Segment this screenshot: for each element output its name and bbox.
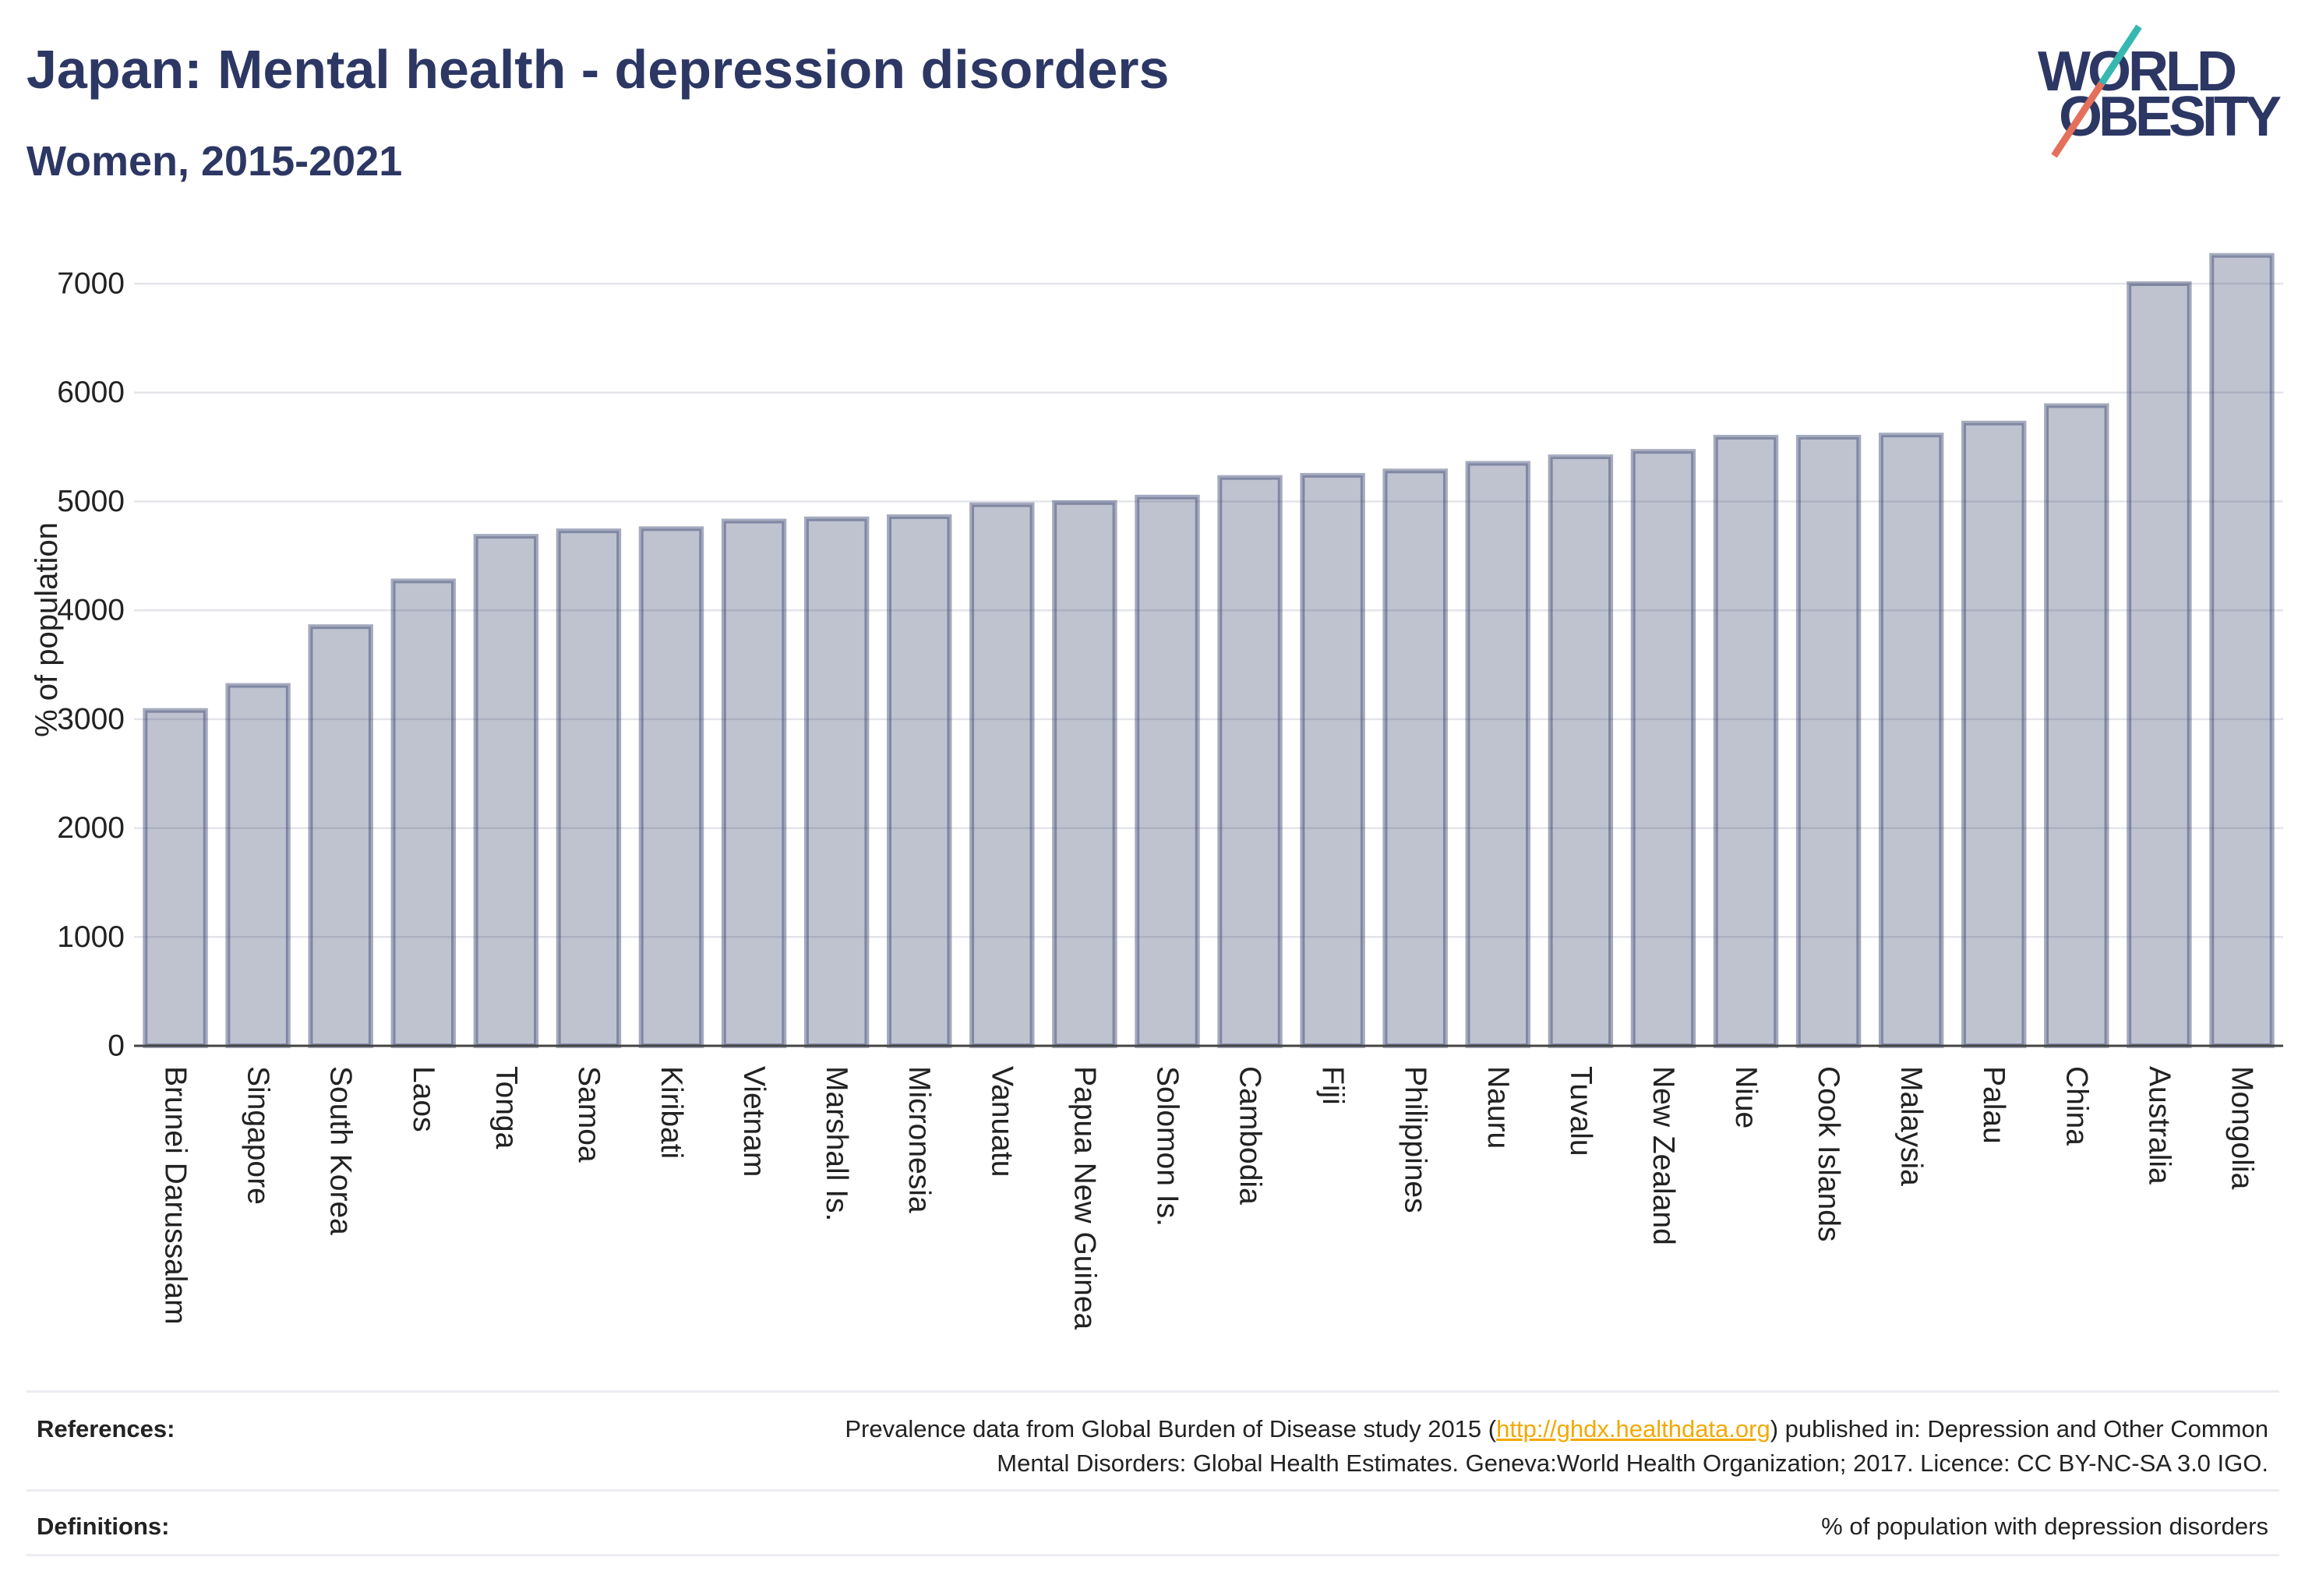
- bar-cambodia: [1217, 475, 1283, 1048]
- references-text: Prevalence data from Global Burden of Di…: [845, 1412, 2268, 1481]
- bar-kiribati: [638, 526, 704, 1048]
- logo-word-world: WORLD: [2038, 41, 2237, 103]
- x-tick-label-brunei-darussalam: Brunei Darussalam: [159, 1066, 192, 1325]
- x-tick-label-niue: Niue: [1729, 1066, 1763, 1128]
- x-tick-label-tonga: Tonga: [489, 1066, 523, 1149]
- x-tick-label-fiji: Fiji: [1316, 1066, 1350, 1105]
- footer-divider-top: [26, 1390, 2279, 1393]
- y-tick-label-4000: 4000: [57, 594, 125, 627]
- x-tick-label-cambodia: Cambodia: [1234, 1066, 1267, 1205]
- y-tick-labels: 0 1000 2000 3000 4000 5000 6000 7000: [57, 267, 125, 1063]
- bar-tonga: [473, 534, 539, 1048]
- x-tick-label-new-zealand: New Zealand: [1647, 1066, 1680, 1245]
- gridlines: [134, 282, 2283, 1047]
- references-line-2: Mental Disorders: Global Health Estimate…: [997, 1449, 2268, 1477]
- y-tick-label-7000: 7000: [57, 267, 125, 301]
- logo-slash-top: [2099, 24, 2142, 86]
- x-tick-label-solomon-is: Solomon Is.: [1150, 1066, 1184, 1227]
- bar-cook-islands: [1795, 435, 1862, 1048]
- references-link[interactable]: http://ghdx.healthdata.org: [1496, 1415, 1770, 1442]
- bar-australia: [2127, 281, 2192, 1048]
- x-tick-label-micronesia: Micronesia: [902, 1066, 936, 1213]
- definitions-label: Definitions:: [37, 1513, 170, 1540]
- y-axis-title: % of population: [30, 522, 64, 737]
- x-tick-label-tuvalu: Tuvalu: [1564, 1066, 1597, 1156]
- bar-fiji: [1300, 472, 1365, 1048]
- logo-slash-bottom: [2051, 81, 2105, 158]
- y-tick-label-0: 0: [108, 1029, 125, 1063]
- footer-divider-bottom: [26, 1554, 2279, 1556]
- references-line-1-start: Prevalence data from Global Burden of Di…: [845, 1415, 1497, 1442]
- x-tick-label-samoa: Samoa: [572, 1066, 605, 1163]
- footer-divider-middle: [26, 1489, 2279, 1492]
- x-tick-label-australia: Australia: [2142, 1066, 2176, 1185]
- y-tick-label-1000: 1000: [57, 920, 125, 954]
- x-tick-label-papua-new-guinea: Papua New Guinea: [1068, 1066, 1101, 1330]
- y-tick-label-2000: 2000: [57, 811, 125, 845]
- bar-micronesia: [887, 514, 952, 1048]
- x-tick-labels: Brunei Darussalam Singapore South Korea Lao…: [159, 1066, 2259, 1330]
- definitions-text: % of population with depression disorder…: [1821, 1509, 2268, 1544]
- x-tick-label-singapore: Singapore: [242, 1066, 275, 1205]
- references-label: References:: [37, 1415, 175, 1442]
- y-tick-label-3000: 3000: [57, 702, 125, 736]
- x-tick-label-palau: Palau: [1977, 1066, 2010, 1144]
- y-tick-label-5000: 5000: [57, 485, 125, 518]
- references-line-1: Prevalence data from Global Burden of Di…: [845, 1412, 2268, 1446]
- x-tick-label-south-korea: South Korea: [324, 1066, 358, 1235]
- bar-philippines: [1382, 468, 1448, 1048]
- bar-singapore: [225, 683, 291, 1048]
- definitions-line: % of population with depression disorder…: [1821, 1513, 2268, 1540]
- x-tick-label-philippines: Philippines: [1399, 1066, 1432, 1213]
- bar-solomon-is: [1135, 494, 1200, 1048]
- bar-samoa: [556, 528, 622, 1048]
- bar-laos: [390, 578, 456, 1048]
- bar-brunei-darussalam: [143, 708, 208, 1048]
- x-tick-label-nauru: Nauru: [1481, 1066, 1515, 1149]
- bar-china: [2044, 403, 2109, 1048]
- x-tick-label-vanuatu: Vanuatu: [985, 1066, 1018, 1177]
- references-line-1-end: ) published in: Depression and Other Com…: [1770, 1415, 2268, 1442]
- bar-vietnam: [721, 518, 787, 1048]
- bar-marshall-is: [803, 516, 870, 1048]
- bar-niue: [1713, 435, 1779, 1048]
- x-tick-label-kiribati: Kiribati: [655, 1066, 688, 1159]
- x-tick-label-cook-islands: Cook Islands: [1812, 1066, 1845, 1241]
- bar-vanuatu: [969, 502, 1035, 1048]
- x-tick-label-malaysia: Malaysia: [1894, 1066, 1928, 1186]
- x-tick-label-mongolia: Mongolia: [2225, 1066, 2258, 1190]
- bar-papua-new-guinea: [1052, 500, 1117, 1048]
- x-tick-label-laos: Laos: [407, 1066, 440, 1132]
- bar-mongolia: [2209, 252, 2275, 1049]
- x-tick-label-vietnam: Vietnam: [737, 1066, 771, 1177]
- bar-tuvalu: [1548, 454, 1614, 1048]
- x-tick-label-china: China: [2060, 1066, 2093, 1146]
- chart-title: Japan: Mental health - depression disord…: [26, 39, 1170, 100]
- chart-subtitle: Women, 2015-2021: [26, 138, 403, 185]
- y-tick-label-6000: 6000: [57, 376, 125, 409]
- x-tick-label-marshall-is: Marshall Is.: [820, 1066, 853, 1221]
- bar-malaysia: [1878, 433, 1944, 1048]
- bar-palau: [1961, 420, 2027, 1048]
- logo-slash-icon: [2051, 24, 2142, 158]
- bar-nauru: [1465, 461, 1530, 1048]
- bar-new-zealand: [1630, 449, 1696, 1048]
- bar-south-korea: [308, 624, 373, 1048]
- bars: [143, 252, 2275, 1049]
